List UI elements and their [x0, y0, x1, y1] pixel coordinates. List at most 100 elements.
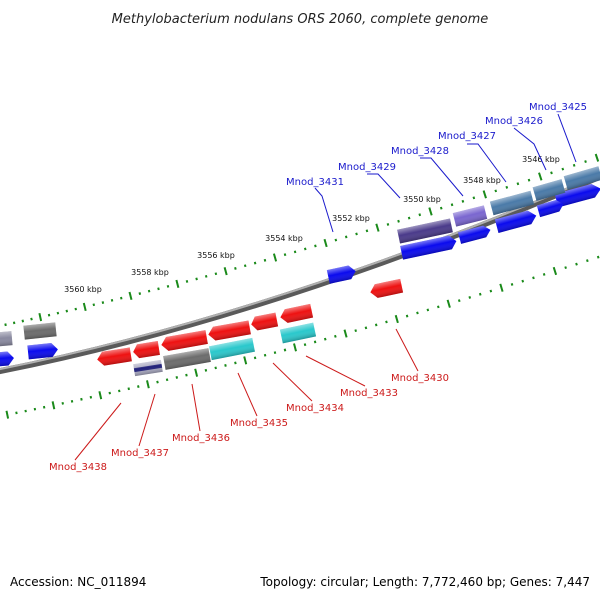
- cog-block-steel[interactable]: [532, 179, 566, 201]
- cog-blocks-forward: [0, 166, 600, 347]
- minor-tick: [416, 311, 419, 315]
- minor-tick: [74, 307, 77, 311]
- leader-lines-forward: [314, 113, 577, 233]
- gene-arrow-reverse[interactable]: [132, 341, 160, 359]
- minor-tick: [12, 321, 16, 325]
- minor-tick: [584, 160, 587, 163]
- gene-arrow-forward[interactable]: [326, 264, 357, 284]
- minor-tick: [561, 167, 565, 171]
- gene-arrow-reverse[interactable]: [369, 278, 404, 299]
- minor-tick: [450, 203, 454, 207]
- minor-tick: [283, 348, 287, 352]
- cog-block-steel[interactable]: [489, 190, 535, 216]
- gene-arrow-reverse[interactable]: [279, 303, 314, 324]
- cog-block-indigo[interactable]: [397, 218, 453, 244]
- minor-tick: [386, 223, 390, 226]
- minor-tick: [505, 185, 509, 189]
- gene-arrow-forward[interactable]: [0, 351, 15, 368]
- minor-tick: [89, 395, 93, 399]
- minor-tick: [365, 229, 369, 233]
- minor-tick: [364, 326, 368, 330]
- cog-block-gray[interactable]: [23, 322, 57, 340]
- major-tick: [499, 283, 504, 292]
- major-tick: [82, 302, 87, 312]
- major-tick: [323, 238, 328, 248]
- major-tick: [175, 279, 180, 289]
- gene-label-mnod-3430[interactable]: Mnod_3430: [391, 373, 449, 384]
- minor-tick: [334, 334, 337, 338]
- minor-tick: [478, 292, 482, 296]
- gene-arrow-forward[interactable]: [457, 224, 492, 244]
- gene-label-mnod-3438[interactable]: Mnod_3438: [49, 462, 107, 473]
- minor-tick: [185, 373, 188, 377]
- kbp-scale-label: 3558 kbp: [131, 268, 169, 277]
- cog-block-violet[interactable]: [452, 205, 488, 227]
- minor-tick: [314, 244, 317, 248]
- minor-tick: [110, 298, 114, 302]
- major-tick: [243, 356, 248, 365]
- gene-arrow-forward[interactable]: [536, 198, 565, 218]
- minor-tick: [214, 366, 217, 370]
- gene-label-mnod-3427[interactable]: Mnod_3427: [438, 131, 496, 142]
- gene-label-mnod-3431[interactable]: Mnod_3431: [286, 177, 344, 188]
- major-tick: [194, 368, 199, 377]
- minor-tick: [355, 232, 358, 236]
- gene-arrow-reverse[interactable]: [207, 320, 251, 341]
- gene-label-mnod-3433[interactable]: Mnod_3433: [340, 388, 398, 399]
- major-tick: [128, 291, 133, 300]
- forward-genes: [0, 182, 600, 368]
- minor-tick: [468, 296, 472, 299]
- cog-block-cyan[interactable]: [209, 337, 255, 361]
- accession-label: Accession: NC_011894: [10, 575, 146, 589]
- kbp-scale-label: 3554 kbp: [265, 234, 303, 243]
- gene-label-mnod-3428[interactable]: Mnod_3428: [391, 146, 449, 157]
- gene-label-mnod-3425[interactable]: Mnod_3425: [529, 102, 587, 113]
- cog-block-gray[interactable]: [163, 348, 211, 370]
- minor-tick: [234, 361, 237, 365]
- minor-tick: [47, 313, 51, 317]
- cog-block-steel[interactable]: [563, 166, 600, 190]
- gene-label-mnod-3426[interactable]: Mnod_3426: [485, 116, 543, 127]
- minor-tick: [572, 163, 576, 167]
- gene-arrow-forward[interactable]: [554, 182, 600, 208]
- minor-tick: [461, 199, 465, 203]
- gene-label-mnod-3437[interactable]: Mnod_3437: [111, 448, 169, 459]
- minor-tick: [489, 289, 493, 293]
- gene-arrow-reverse[interactable]: [160, 330, 208, 352]
- gene-label-mnod-3429[interactable]: Mnod_3429: [338, 162, 396, 173]
- minor-tick: [273, 351, 277, 355]
- gene-arrow-forward[interactable]: [27, 342, 58, 360]
- cog-block-gray[interactable]: [0, 331, 13, 347]
- major-tick: [428, 207, 433, 216]
- minor-tick: [243, 264, 247, 268]
- minor-tick: [204, 274, 208, 278]
- major-tick: [51, 401, 56, 410]
- minor-tick: [283, 253, 287, 257]
- minor-tick: [385, 320, 388, 324]
- major-tick: [375, 223, 380, 232]
- gene-label-mnod-3435[interactable]: Mnod_3435: [230, 418, 288, 429]
- cog-blocks-reverse: [133, 322, 317, 377]
- minor-tick: [510, 283, 514, 286]
- minor-tick: [550, 171, 553, 175]
- gene-arrow-reverse[interactable]: [250, 312, 279, 332]
- leader-lines-reverse: [74, 328, 419, 461]
- gene-arrow-reverse[interactable]: [96, 347, 132, 366]
- cog-block-cyan[interactable]: [279, 322, 317, 344]
- minor-tick: [303, 343, 307, 347]
- gene-label-mnod-3434[interactable]: Mnod_3434: [286, 403, 344, 414]
- minor-tick: [156, 380, 159, 384]
- minor-tick: [56, 311, 60, 315]
- gene-arrow-forward[interactable]: [494, 209, 538, 233]
- gene-label-mnod-3436[interactable]: Mnod_3436: [172, 433, 230, 444]
- kbp-scale-label: 3548 kbp: [463, 176, 501, 185]
- minor-tick: [214, 272, 218, 276]
- minor-tick: [564, 266, 567, 270]
- gene-arrow-forward[interactable]: [400, 234, 458, 260]
- major-tick: [343, 329, 348, 338]
- minor-tick: [532, 276, 535, 280]
- minor-tick: [195, 277, 198, 281]
- major-tick: [223, 267, 228, 276]
- cog-block-navy[interactable]: [133, 359, 163, 377]
